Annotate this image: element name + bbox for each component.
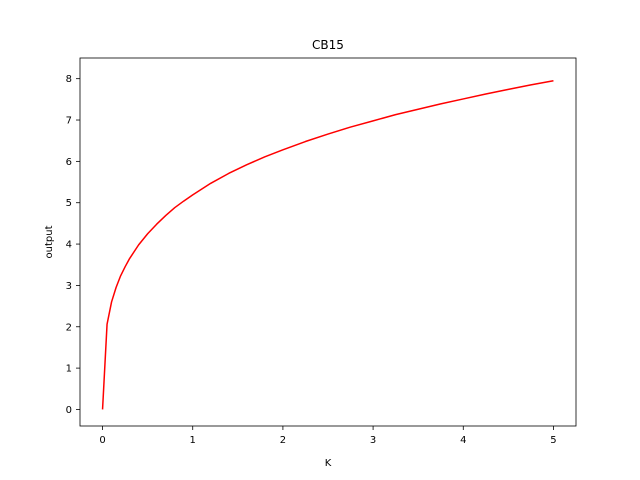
x-tick-label: 4 [460, 435, 466, 446]
plot-area [101, 80, 554, 410]
x-tick-label: 0 [99, 435, 105, 446]
y-tick-label: 5 [66, 198, 72, 209]
chart-title: CB15 [312, 38, 344, 52]
y-tick-label: 4 [66, 240, 72, 251]
plot-frame [79, 57, 577, 427]
x-tick-label: 1 [190, 435, 196, 446]
x-tick-label: 5 [550, 435, 556, 446]
y-axis-label: output [44, 225, 55, 258]
x-axis: 0 1 2 3 4 5 [99, 426, 557, 446]
y-tick-label: 1 [66, 364, 72, 375]
y-tick-label: 3 [66, 281, 72, 292]
x-axis-label: K [325, 458, 332, 469]
y-tick-label: 7 [66, 116, 72, 127]
y-tick-label: 6 [66, 157, 72, 168]
y-axis: 0 1 2 3 4 5 6 7 8 [66, 74, 80, 416]
x-tick-label: 3 [370, 435, 376, 446]
x-tick-label: 2 [280, 435, 286, 446]
series-line [101, 80, 554, 410]
y-tick-label: 2 [66, 322, 72, 333]
y-tick-label: 0 [66, 405, 72, 416]
y-tick-label: 8 [66, 74, 72, 85]
